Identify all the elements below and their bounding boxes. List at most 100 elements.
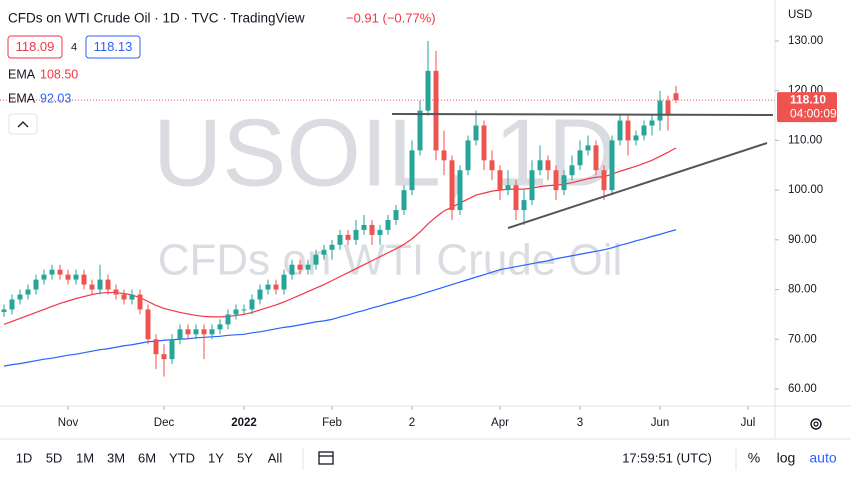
countdown: 04:00:09 [790,106,837,120]
y-tick-label: 60.00 [788,383,817,395]
candle-body [593,145,599,171]
x-tick-label: Apr [491,417,509,429]
candle-body [641,125,647,136]
range-button[interactable]: 1M [76,450,94,465]
candle-body [73,274,79,280]
x-tick-label: 2 [409,417,415,429]
spread: 4 [71,41,77,53]
range-button[interactable]: 6M [138,450,156,465]
candle-body [649,120,655,126]
candle-body [81,274,87,285]
candle-body [481,125,487,161]
range-button[interactable]: YTD [169,450,195,465]
candle-body [449,160,455,211]
candle-body [441,150,447,161]
candle-body [25,289,31,295]
trend-line [391,113,774,116]
x-tick-label: Feb [322,417,342,429]
range-button[interactable]: 3M [107,450,125,465]
candle-body [33,279,39,290]
candle-body [577,150,583,166]
candle-body [17,294,23,300]
candle-body [185,329,191,335]
x-tick-label: Jul [741,417,756,429]
watermark-symbol: USOIL, 1D [153,99,617,206]
candle-body [377,229,383,235]
settings-icon[interactable] [810,418,822,430]
candle-body [569,165,575,176]
candle-body [281,274,287,290]
watermark-layer: USOIL, 1D CFDs on WTI Crude Oil [153,99,622,284]
collapse-button[interactable] [8,113,38,135]
candle-body [425,70,431,111]
ema-legend-value: 92.03 [40,91,71,105]
scale-option[interactable]: log [777,450,796,466]
bid: 118.09 [16,39,55,54]
candle-body [161,354,167,360]
candle-body [193,329,199,335]
candle-body [169,339,175,360]
candle-body [617,120,623,141]
scale-option[interactable]: % [748,450,760,466]
candle-body [305,264,311,270]
candle-body [297,264,303,270]
candle-body [49,269,55,275]
candle-body [89,284,95,290]
price-change: −0.91 (−0.77%) [346,10,436,25]
candle-body [1,309,7,312]
candle-body [385,219,391,230]
y-tick-label: 80.00 [788,284,817,296]
range-button[interactable]: 1Y [208,450,224,465]
candle-body [665,100,671,116]
candle-body [217,324,223,330]
bid-box[interactable] [7,35,63,59]
clock: 17:59:51 (UTC) [622,450,712,465]
range-button[interactable]: All [268,450,283,465]
calendar-frame [318,451,334,465]
y-tick-label: 100.00 [788,184,823,196]
candle-body [553,170,559,191]
candle-body [417,110,423,151]
ask-box[interactable] [85,35,141,59]
x-tick-label: 3 [577,417,583,429]
candle-body [497,170,503,191]
candle-body [337,234,343,245]
y-tick-label: 130.00 [788,35,823,47]
candle-body [177,329,183,340]
x-tick-label: Nov [58,417,79,429]
candle-body [625,120,631,141]
axes-layer: 60.0070.0080.0090.00100.00110.00120.0013… [58,35,837,429]
candle-body [545,160,551,171]
range-button[interactable]: 5D [46,450,63,465]
x-tick-label: Jun [651,417,670,429]
scale-option[interactable]: auto [809,450,836,466]
candle-body [561,175,567,191]
range-button[interactable]: 1D [16,450,33,465]
y-tick-label: 70.00 [788,333,817,345]
candle-body [369,224,375,235]
candle-body [97,279,103,290]
candle-body [529,170,535,201]
candle-body [473,125,479,141]
candle-body [225,314,231,325]
candle-body [313,254,319,265]
candle-body [201,329,207,335]
last-price-box [777,92,837,123]
candle-body [9,299,15,310]
candle-body [537,160,543,171]
candle-body [57,269,63,275]
range-button[interactable]: 5Y [237,450,253,465]
chart-title: CFDs on WTI Crude Oil · 1D · TVC · Tradi… [8,11,305,26]
x-tick-label: Dec [154,417,175,429]
candle-body [465,140,471,171]
goto-date-icon[interactable] [318,451,334,465]
toolbar: 1D 5D 1M 3M 6M YTD 1Y 5Y All% log auto [16,450,837,466]
candle-body [105,279,111,290]
ema-legend-name: EMA [8,91,36,105]
candle-body [609,140,615,191]
candle-body [129,294,135,300]
ask: 118.13 [94,39,133,54]
ema-legend-value: 108.50 [40,67,78,81]
candle-body [521,200,527,211]
